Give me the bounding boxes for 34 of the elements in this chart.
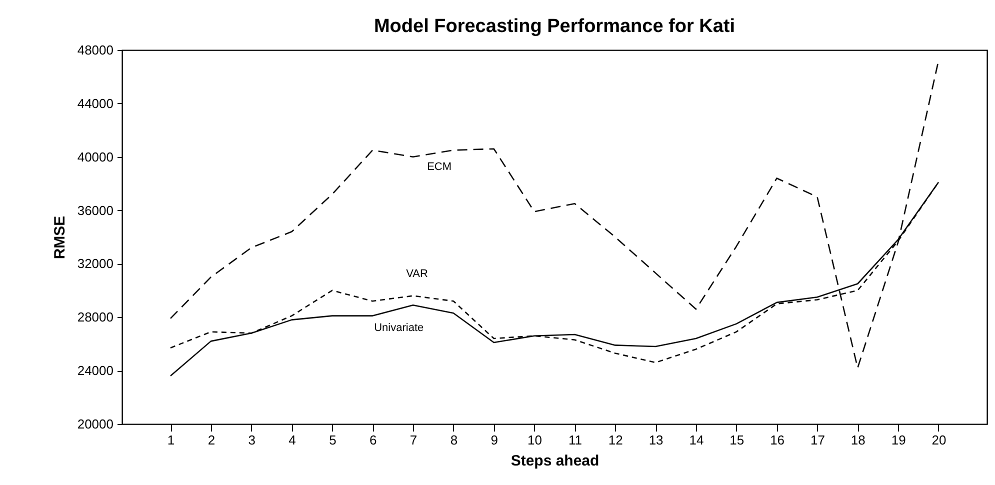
x-tick-label: 6 <box>369 432 377 448</box>
y-tick-label: 28000 <box>77 310 114 325</box>
x-tick-label: 19 <box>891 432 906 448</box>
x-tick-label: 2 <box>208 432 216 448</box>
y-tick-label: 40000 <box>77 149 114 164</box>
x-tick-label: 20 <box>932 432 946 448</box>
x-tick-label: 3 <box>248 432 256 448</box>
x-tick-label: 10 <box>528 432 542 448</box>
y-tick-label: 44000 <box>77 96 114 111</box>
x-tick-label: 16 <box>770 432 785 448</box>
x-tick-label: 8 <box>450 432 458 448</box>
series-label: Univariate <box>374 322 424 334</box>
x-tick-label: 9 <box>490 432 498 448</box>
x-tick-label: 4 <box>288 432 296 448</box>
x-tick-label: 18 <box>850 432 866 448</box>
chart-title: Model Forecasting Performance for Kati <box>374 16 736 37</box>
series-label: VAR <box>406 268 428 280</box>
x-tick-label: 7 <box>410 432 418 448</box>
y-tick-label: 48000 <box>77 42 114 58</box>
x-tick-label: 17 <box>810 432 825 448</box>
x-tick-label: 13 <box>648 432 664 448</box>
y-tick-label: 32000 <box>77 256 114 272</box>
x-axis-title: Steps ahead <box>510 452 600 470</box>
x-tick-label: 5 <box>329 432 336 448</box>
y-tick-label: 24000 <box>77 363 114 378</box>
y-tick-label: 36000 <box>77 202 114 218</box>
y-tick-label: 20000 <box>77 416 114 432</box>
y-axis-title: RMSE <box>51 216 68 260</box>
x-tick-label: 12 <box>608 432 623 448</box>
x-tick-label: 1 <box>167 432 175 448</box>
x-tick-label: 15 <box>730 432 744 448</box>
series-label: ECM <box>427 160 452 173</box>
x-tick-label: 14 <box>689 432 704 448</box>
x-tick-label: 11 <box>568 432 582 448</box>
